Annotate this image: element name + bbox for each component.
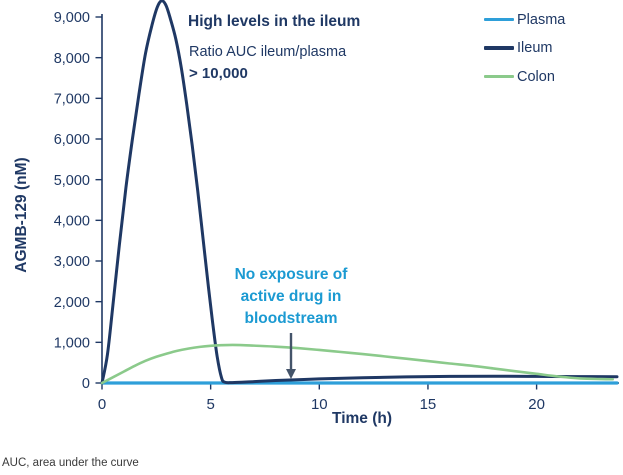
footnote: AUC, area under the curve (2, 457, 139, 469)
colon-line-swatch-icon (484, 74, 514, 79)
annotation-text: No exposure of active drug in bloodstrea… (204, 264, 378, 330)
annotation-arrow (286, 333, 296, 379)
x-axis-title: Time (h) (332, 410, 392, 427)
chart-headline: High levels in the ileum (188, 13, 361, 30)
y-tick-label: 2,000 (54, 295, 90, 311)
y-tick-label: 6,000 (54, 132, 90, 148)
legend-label-plasma: Plasma (517, 11, 566, 28)
legend-item-plasma: Plasma (484, 10, 565, 29)
y-tick-label: 7,000 (54, 92, 90, 108)
y-tick-label: 5,000 (54, 173, 90, 189)
ileum-line-swatch-icon (484, 46, 514, 50)
y-tick-label: 3,000 (54, 254, 90, 270)
y-tick-label: 1,000 (54, 336, 90, 352)
legend-label-ileum: Ileum (517, 40, 553, 56)
x-tick-label: 20 (528, 396, 545, 413)
legend-label-colon: Colon (517, 68, 555, 85)
series-colon-curve (100, 343, 614, 385)
y-tick-label: 9,000 (54, 10, 90, 26)
chart-subtitle: Ratio AUC ileum/plasma (189, 44, 347, 60)
y-axis-title: AGMB-129 (nM) (13, 157, 30, 273)
x-tick-label: 5 (206, 396, 214, 413)
x-tick-label: 0 (98, 396, 106, 413)
y-tick-label: 4,000 (54, 214, 90, 230)
annotation-line-1: No exposure of (234, 266, 348, 283)
x-tick-label: 15 (420, 396, 437, 413)
chart-subtitle-value: > 10,000 (189, 65, 248, 82)
series-ileum-curve (100, 0, 619, 385)
legend-item-ileum: Ileum (484, 39, 565, 58)
series-layer (100, 0, 619, 385)
x-tick-label: 10 (311, 396, 328, 413)
y-tick-label: 8,000 (54, 51, 90, 67)
plasma-line-swatch-icon (484, 17, 514, 22)
axes-layer: 0 1,000 2,000 3,000 4,000 5,000 6,000 7,000 8,00… (54, 10, 619, 413)
y-tick-label: 0 (82, 376, 90, 392)
annotation-line-3: bloodstream (244, 310, 338, 327)
legend-item-colon: Colon (484, 67, 565, 86)
annotation-arrowhead-icon (286, 369, 296, 379)
chart-legend: Plasma Ileum Colon (484, 10, 565, 96)
annotation-line-2: active drug in (240, 288, 342, 305)
